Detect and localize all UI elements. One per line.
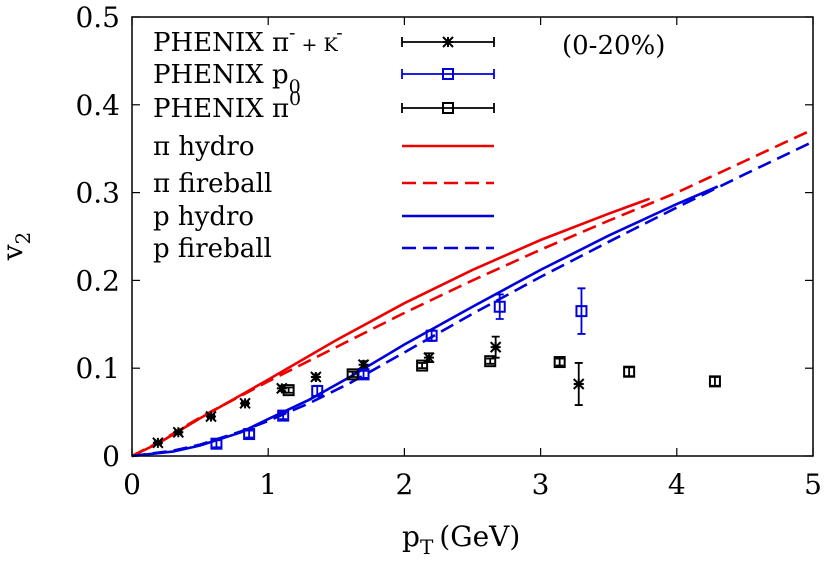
legend-label: PHENIX π0 [153,88,301,124]
error-bar [348,370,357,378]
x-tick-label: 1 [259,468,277,501]
legend-label-part: PHENIX π [153,94,289,124]
data-point [152,437,164,449]
legend-marker [442,68,454,80]
error-bar [577,287,586,335]
data-point [243,428,256,441]
legend-label: p hydro [153,202,254,232]
error-bar [418,362,427,370]
data-point [573,378,585,390]
series-line [131,128,814,458]
error-bar [212,439,221,449]
legend-errorbar-sample [401,103,495,113]
data-point [484,355,497,368]
data-point [416,359,429,372]
x-tick-label: 5 [804,468,822,501]
legend-label: PHENIX π- + K- [153,22,343,58]
legend-label: π fireball [153,169,272,199]
y-axis-label: v2 [0,232,35,262]
legend-label-part: - [336,22,342,44]
data-point [239,397,251,410]
x-tick-label: 4 [668,468,686,501]
data-point [357,358,370,371]
error-bar [625,366,634,378]
data-point [210,437,223,450]
error-bar [710,376,719,387]
data-point [425,329,438,342]
axes: 0 1 2 3 4 5 0 0.1 0.2 0.3 0.4 0.5 [75,1,821,501]
data-point [282,384,295,397]
legend-label: π hydro [153,132,255,162]
data-point [311,385,324,398]
data-point [553,356,566,369]
x-tick-label: 2 [395,468,413,501]
centrality-annotation: (0-20%) [562,31,665,61]
data-point [575,305,588,318]
legend-errorbar-sample [401,69,495,79]
legend-label: PHENIX p0 [153,60,301,98]
legend-marker [442,36,454,48]
data-point [623,365,636,378]
y-tick-label: 0.4 [75,89,120,122]
series-points [152,335,585,449]
x-axis-label: pT (GeV) [402,520,520,559]
legend-label-part: 0 [289,76,301,98]
legend-label-part: 0 [289,88,301,110]
error-bar [245,429,254,439]
data-point [172,426,185,439]
y-tick-label: 0.3 [75,177,120,210]
legend-label-part: + K [295,34,338,56]
data-point [708,375,721,388]
legend-marker [442,102,454,114]
y-tick-label: 0.5 [75,1,120,34]
error-bar [555,357,564,367]
data-point [493,300,506,313]
data-point [205,410,217,423]
x-tick-label: 0 [123,468,141,501]
series-points [210,287,588,450]
data-point [423,351,435,364]
plot-area [131,128,814,458]
series-line [131,140,814,458]
y-tick-label: 0.1 [75,352,120,385]
error-bar [486,357,495,365]
y-tick-label: 0 [102,440,120,473]
plot-frame [131,16,814,457]
legend-label-part: - [289,22,295,44]
legend-label-part: PHENIX p [153,60,289,90]
series-points [282,355,721,397]
data-point [277,409,290,422]
error-bar [279,411,288,421]
error-bar [359,369,368,379]
x-tick-label: 3 [532,468,550,501]
data-point [276,382,288,395]
data-point [346,368,359,381]
data-point [489,341,502,353]
legend-label-part: PHENIX π [153,28,289,58]
y-tick-label: 0.2 [75,264,120,297]
legend-label: p fireball [153,234,272,264]
data-point [310,371,322,383]
error-bar [284,386,293,394]
error-bar [495,293,504,320]
